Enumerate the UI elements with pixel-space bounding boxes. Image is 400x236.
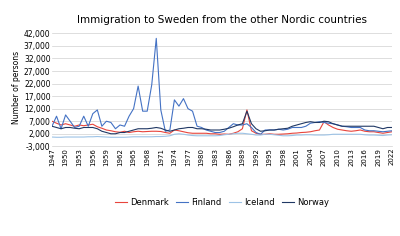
Norway [108, 132, 113, 135]
Denmark [168, 132, 172, 135]
Finland [50, 125, 54, 128]
Finland [81, 115, 86, 118]
Iceland [236, 132, 240, 135]
Norway [276, 128, 281, 131]
Iceland [276, 134, 281, 137]
Denmark [331, 126, 336, 129]
Norway [231, 125, 236, 128]
Finland [231, 122, 236, 125]
Iceland [86, 135, 91, 138]
Iceland [172, 133, 177, 136]
Iceland [231, 132, 236, 135]
Norway [172, 129, 177, 131]
Denmark [285, 132, 290, 135]
Denmark [50, 120, 54, 123]
Line: Finland: Finland [52, 38, 392, 134]
Iceland [54, 136, 59, 139]
Norway [244, 110, 249, 113]
Line: Denmark: Denmark [52, 110, 392, 134]
Denmark [244, 109, 249, 111]
Iceland [285, 134, 290, 137]
Denmark [217, 133, 222, 136]
Finland [154, 37, 159, 40]
Norway [390, 126, 394, 129]
Iceland [390, 133, 394, 136]
Norway [81, 126, 86, 129]
Legend: Denmark, Finland, Iceland, Norway: Denmark, Finland, Iceland, Norway [111, 195, 333, 211]
Title: Immigration to Sweden from the other Nordic countries: Immigration to Sweden from the other Nor… [77, 15, 367, 25]
Finland [285, 128, 290, 131]
Y-axis label: Number of persons: Number of persons [12, 51, 21, 124]
Norway [331, 122, 336, 125]
Denmark [231, 132, 236, 135]
Line: Norway: Norway [52, 111, 392, 134]
Norway [50, 125, 54, 128]
Denmark [276, 133, 281, 136]
Finland [390, 129, 394, 132]
Finland [172, 98, 177, 101]
Finland [258, 133, 263, 136]
Denmark [390, 130, 394, 133]
Line: Iceland: Iceland [52, 133, 392, 137]
Denmark [81, 124, 86, 127]
Iceland [50, 136, 54, 139]
Finland [331, 122, 336, 125]
Norway [285, 127, 290, 130]
Iceland [331, 133, 336, 136]
Finland [276, 128, 281, 131]
